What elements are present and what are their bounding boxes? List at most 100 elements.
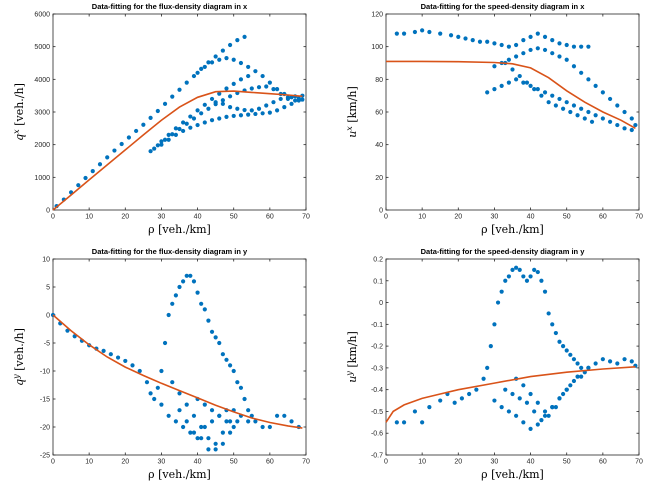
data-point <box>195 290 200 295</box>
data-point <box>517 73 522 79</box>
data-point <box>542 47 548 53</box>
data-point <box>199 424 204 430</box>
data-point <box>209 96 215 102</box>
data-point <box>633 122 638 128</box>
data-point <box>467 391 472 397</box>
data-point <box>181 120 186 125</box>
data-point <box>568 109 573 115</box>
data-point <box>217 91 222 96</box>
data-point <box>253 69 258 74</box>
data-point <box>615 361 620 366</box>
data-point <box>542 413 548 418</box>
data-point <box>571 357 577 362</box>
data-point <box>235 106 240 111</box>
data-point <box>155 143 160 148</box>
y-tick-label: 100 <box>371 44 383 51</box>
data-point <box>162 101 168 106</box>
data-point <box>575 361 580 366</box>
y-tick-label: -0.5 <box>371 409 383 416</box>
data-point <box>191 413 197 418</box>
x-tick-label: 50 <box>230 214 238 221</box>
data-point <box>177 126 182 132</box>
data-point <box>181 128 186 134</box>
data-point <box>188 125 193 130</box>
x-tick-label: 40 <box>194 214 202 221</box>
data-point <box>514 54 519 59</box>
data-point <box>155 108 160 114</box>
plot-area <box>52 258 307 456</box>
data-point <box>228 363 233 368</box>
data-point <box>485 39 490 44</box>
data-point <box>206 106 211 111</box>
chart-panel-1: 0 10 20 30 40 50 60 70 0 1000 2000 3000 4000 5000 6000… <box>12 2 310 236</box>
fitted-curve <box>52 90 303 211</box>
data-point <box>521 383 526 388</box>
data-point <box>579 106 584 111</box>
y-axis-label: qy [veh./h] <box>12 328 26 386</box>
data-point <box>181 279 186 284</box>
data-point <box>456 34 461 39</box>
data-point <box>546 413 551 418</box>
data-point <box>206 447 211 452</box>
data-point <box>246 419 251 424</box>
data-point <box>499 42 504 48</box>
data-point <box>144 380 150 385</box>
data-point <box>615 103 620 108</box>
data-point <box>521 420 526 425</box>
data-point <box>553 330 558 336</box>
data-point <box>593 361 598 366</box>
data-point <box>438 398 443 403</box>
data-point <box>506 80 511 85</box>
x-tick-label: 30 <box>491 459 499 466</box>
data-point <box>173 132 178 137</box>
data-point <box>401 420 407 425</box>
data-point <box>495 300 501 305</box>
data-point <box>452 400 457 405</box>
data-point <box>228 105 233 110</box>
data-point <box>170 380 175 385</box>
data-point <box>159 368 164 374</box>
y-tick-label: 0 <box>46 208 50 215</box>
y-tick-label: 40 <box>375 142 383 149</box>
data-point <box>184 121 189 126</box>
data-point <box>600 90 605 95</box>
data-point <box>586 365 591 370</box>
data-point <box>231 424 236 430</box>
x-tick-label: 50 <box>563 214 571 221</box>
x-tick-label: 70 <box>302 214 310 221</box>
data-point <box>65 328 70 333</box>
x-tick-label: 30 <box>158 459 166 466</box>
data-point <box>188 430 193 435</box>
data-point <box>209 329 215 334</box>
data-point <box>177 391 182 396</box>
data-point <box>191 279 197 284</box>
data-point <box>199 111 204 116</box>
data-point <box>535 269 540 275</box>
data-point <box>166 312 171 318</box>
data-point <box>137 368 142 374</box>
data-point <box>629 127 634 133</box>
y-tick-label: -0.6 <box>371 431 383 438</box>
data-point <box>412 409 418 414</box>
data-point <box>293 98 298 103</box>
data-point <box>448 33 454 38</box>
data-point <box>231 57 236 62</box>
data-point <box>173 419 178 424</box>
data-point <box>420 28 425 33</box>
y-tick-label: 80 <box>375 77 383 84</box>
data-point <box>622 109 627 115</box>
y-tick-label: -15 <box>40 397 50 404</box>
y-tick-label: -0.7 <box>371 453 383 460</box>
x-tick-label: 60 <box>266 214 274 221</box>
plot-area <box>385 13 640 211</box>
data-point <box>589 119 595 124</box>
x-tick-label: 0 <box>384 459 388 466</box>
data-point <box>224 114 229 119</box>
data-point <box>535 46 540 51</box>
y-tick-label: 120 <box>371 12 383 19</box>
data-point <box>264 84 269 89</box>
data-point <box>289 95 294 100</box>
data-point <box>582 116 587 121</box>
plot-area <box>385 258 640 456</box>
